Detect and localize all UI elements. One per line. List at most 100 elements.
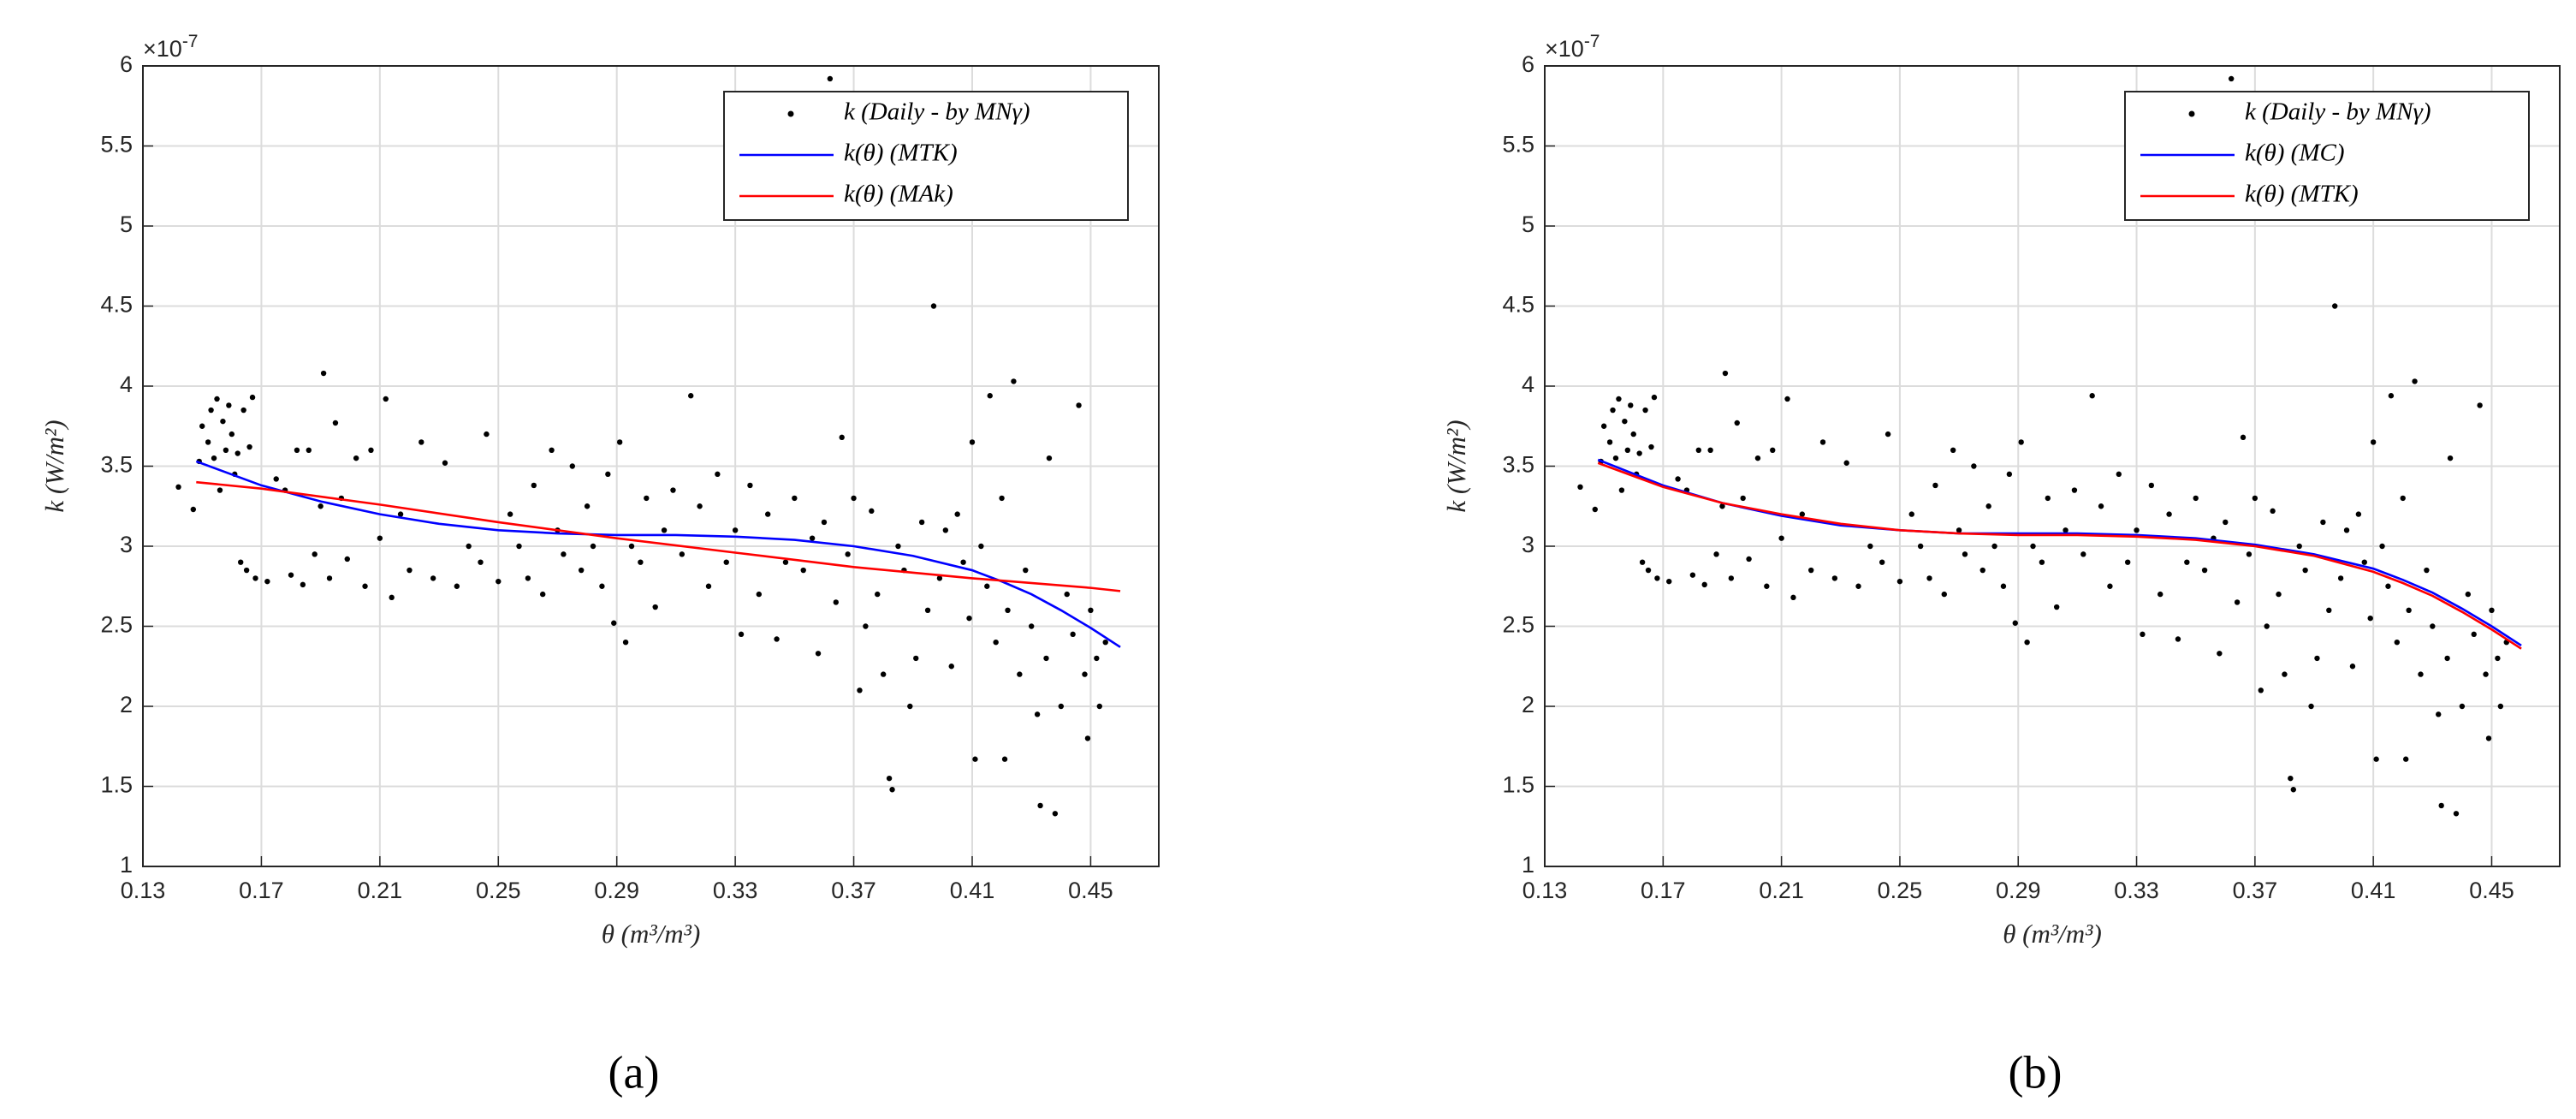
data-point: [2459, 703, 2466, 710]
data-point: [190, 506, 197, 513]
data-point: [966, 615, 972, 622]
data-point: [516, 543, 522, 550]
data-point: [809, 535, 816, 541]
data-point: [1675, 476, 1681, 482]
data-point: [2343, 527, 2350, 533]
data-point: [2373, 756, 2379, 762]
data-point: [353, 455, 359, 461]
data-point: [2497, 703, 2504, 710]
data-point: [2140, 631, 2146, 638]
data-point: [220, 418, 226, 425]
data-point: [1740, 495, 1746, 502]
data-point: [1618, 487, 1625, 493]
data-point: [948, 664, 954, 670]
data-point: [1592, 506, 1598, 513]
y-tick-label: 5: [1522, 211, 1534, 237]
data-point: [2308, 703, 2314, 710]
data-point: [1630, 431, 1636, 437]
data-point: [2314, 655, 2320, 662]
data-point: [246, 443, 252, 450]
data-point: [2438, 802, 2444, 809]
data-point: [478, 559, 484, 565]
x-tick-label: 0.29: [594, 878, 639, 903]
data-point: [590, 543, 597, 550]
data-point: [2412, 378, 2418, 384]
y-tick-label: 3: [1522, 532, 1534, 557]
data-point: [715, 471, 721, 478]
data-point: [599, 583, 605, 589]
data-point: [2296, 543, 2302, 550]
data-point: [211, 455, 217, 461]
axes-frame: [1544, 65, 2561, 867]
data-point: [1096, 703, 1102, 710]
x-axis-label: θ (m³/m³): [2003, 919, 2102, 949]
data-point: [2240, 434, 2247, 441]
data-point: [2223, 519, 2229, 526]
data-point: [383, 396, 389, 402]
data-point: [2184, 559, 2190, 565]
data-point: [1843, 460, 1849, 466]
data-point: [747, 482, 753, 489]
y-tick-label: 1.5: [1502, 772, 1534, 798]
data-point: [1719, 503, 1725, 509]
y-tick-label: 3.5: [1502, 452, 1534, 478]
data-point: [2349, 664, 2356, 670]
data-point: [1084, 735, 1091, 741]
data-point: [2485, 735, 2492, 741]
data-point: [638, 559, 644, 565]
data-point: [2447, 455, 2454, 461]
data-point: [1076, 402, 1082, 408]
data-point: [2402, 756, 2409, 762]
data-point: [886, 775, 893, 782]
data-point: [243, 567, 250, 574]
data-point: [208, 407, 214, 414]
data-point: [1642, 407, 1648, 414]
panel-label: (a): [608, 1046, 660, 1098]
x-tick-label: 0.13: [1522, 878, 1568, 903]
data-point: [679, 551, 686, 557]
data-point: [1908, 511, 1914, 517]
data-point: [389, 594, 395, 601]
data-point: [2337, 575, 2344, 581]
legend-label: k (Daily - by MNγ): [2245, 98, 2431, 126]
data-point: [2326, 607, 2332, 613]
data-point: [999, 495, 1005, 502]
data-point: [1962, 551, 1968, 557]
data-point: [833, 599, 839, 605]
data-point: [2302, 567, 2308, 574]
data-point: [2424, 567, 2430, 574]
data-point: [1971, 463, 1977, 469]
data-point: [993, 640, 999, 646]
data-point: [264, 578, 270, 585]
data-point: [1867, 543, 1873, 550]
data-point: [1701, 581, 1707, 588]
data-point: [2430, 623, 2436, 629]
x-tick-label: 0.25: [1878, 878, 1923, 903]
legend-label: k(θ) (MTK): [2245, 181, 2359, 208]
data-point: [1778, 535, 1784, 541]
data-point: [1932, 482, 1938, 489]
data-point: [723, 559, 729, 565]
data-point: [2098, 503, 2104, 509]
data-point: [1855, 583, 1861, 589]
data-point: [2193, 495, 2199, 502]
data-point: [661, 527, 668, 533]
data-point: [584, 503, 591, 509]
data-point: [705, 583, 712, 589]
data-point: [240, 407, 246, 414]
data-point: [2264, 623, 2270, 629]
data-point: [418, 439, 424, 445]
data-point: [605, 471, 611, 478]
data-point: [2290, 787, 2297, 793]
multiplier-base: ×10: [1545, 36, 1584, 62]
data-point: [326, 575, 333, 581]
data-point: [972, 756, 978, 762]
data-point: [2355, 511, 2362, 517]
data-point: [1807, 567, 1814, 574]
data-point: [628, 543, 635, 550]
data-point: [578, 567, 585, 574]
data-point: [2370, 439, 2377, 445]
data-point: [2124, 559, 2131, 565]
data-point: [845, 551, 851, 557]
